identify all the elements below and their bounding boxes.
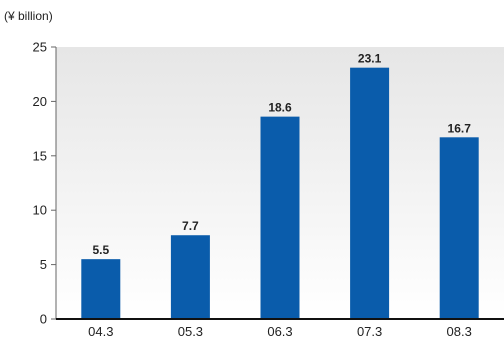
- bar: [350, 67, 390, 319]
- y-tick-label: 25: [33, 40, 47, 55]
- y-axis: 0 5 10 15 20 25: [33, 40, 57, 327]
- bar: [439, 137, 479, 319]
- x-tick-label: 08.3: [447, 324, 472, 339]
- bars-group: 5.5 7.7 18.6 23.1 16.7: [81, 52, 479, 320]
- bar: [81, 259, 121, 319]
- bar-data-label: 23.1: [358, 52, 382, 66]
- x-tick-label: 04.3: [88, 324, 113, 339]
- bar: [260, 116, 300, 320]
- x-tick-label: 05.3: [178, 324, 203, 339]
- bar: [170, 235, 210, 319]
- y-tick-label: 20: [33, 94, 47, 109]
- bar-data-label: 5.5: [92, 243, 109, 257]
- unit-label: (¥ billion): [4, 9, 53, 23]
- y-tick-label: 0: [40, 312, 47, 327]
- bar-data-label: 16.7: [448, 121, 472, 135]
- y-tick-label: 10: [33, 203, 47, 218]
- bar-data-label: 18.6: [268, 101, 292, 115]
- y-tick-label: 5: [40, 257, 47, 272]
- x-tick-label: 07.3: [357, 324, 382, 339]
- bar-data-label: 7.7: [182, 219, 199, 233]
- y-tick-label: 15: [33, 148, 47, 163]
- x-tick-label: 06.3: [267, 324, 292, 339]
- x-axis: 04.3 05.3 06.3 07.3 08.3: [56, 318, 504, 339]
